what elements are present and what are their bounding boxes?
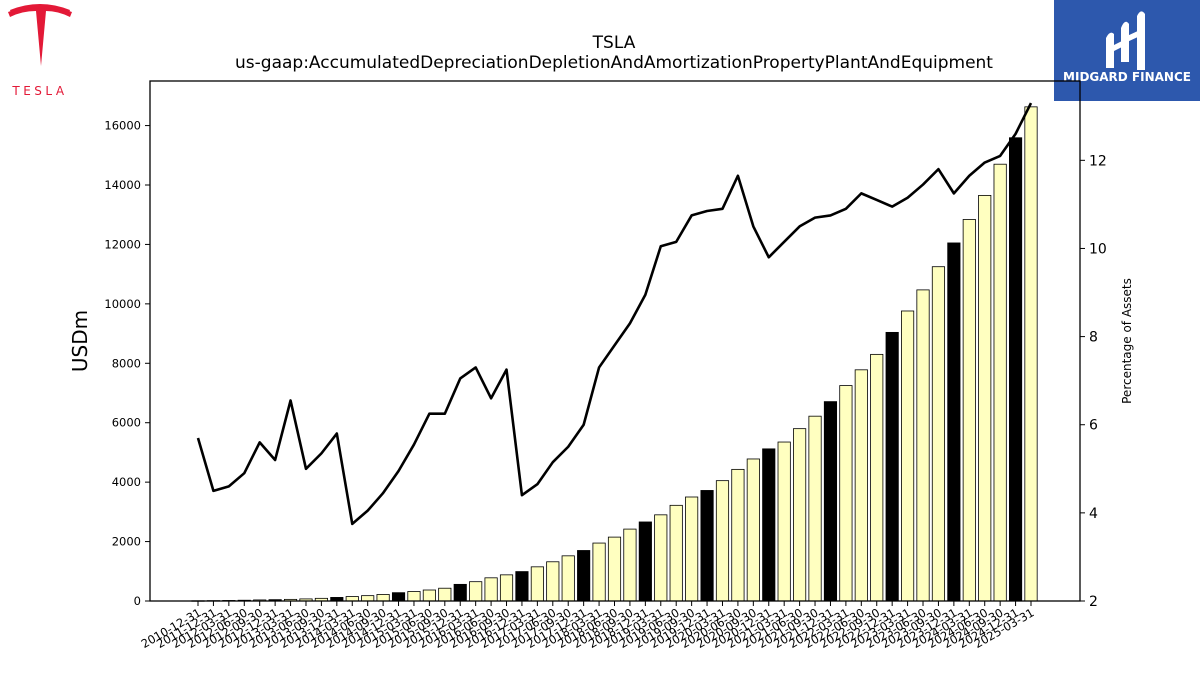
bar-2018-09-30 — [623, 528, 637, 602]
midgard-mark-icon — [1106, 11, 1145, 70]
y-tick-label: 14000 — [104, 178, 141, 192]
bar-2023-03-31 — [901, 310, 915, 602]
bar-2022-06-30 — [854, 369, 868, 602]
bar-2016-12-31 — [515, 571, 529, 602]
bar-2020-09-30 — [746, 458, 760, 602]
y-right-tick-label: 2 — [1089, 594, 1098, 610]
y-right-tick-label: 4 — [1089, 506, 1098, 522]
tesla-logo-text: TESLA — [11, 84, 67, 98]
bar-2024-06-30 — [978, 194, 992, 602]
bar-2019-06-30 — [669, 504, 683, 602]
bar-2020-12-31 — [762, 448, 776, 602]
y-right-tick-label: 8 — [1089, 330, 1098, 346]
y-tick-label: 2000 — [112, 535, 141, 549]
bar-2024-12-31 — [1009, 137, 1023, 602]
bar-2022-03-31 — [839, 385, 853, 602]
bar-2023-09-30 — [931, 266, 946, 602]
bar-2017-09-30 — [561, 555, 575, 602]
bar-2014-12-31 — [391, 592, 406, 602]
bar-2022-12-31 — [885, 331, 899, 602]
bar-2025-03-31 — [1024, 106, 1038, 602]
y-tick-label: 12000 — [104, 237, 141, 251]
y-right-tick-label: 6 — [1089, 418, 1098, 434]
bar-2017-12-31 — [577, 550, 591, 602]
bar-2023-12-31 — [947, 242, 961, 602]
bar-2021-12-31 — [823, 401, 838, 602]
tesla-t-mark-icon — [8, 6, 72, 66]
bar-2021-06-30 — [793, 428, 807, 602]
bar-2018-06-30 — [607, 536, 622, 602]
chart-subtitle: us-gaap:AccumulatedDepreciationDepletion… — [235, 53, 993, 73]
bar-2014-06-30 — [361, 595, 375, 602]
bar-2019-03-31 — [654, 514, 668, 602]
y-tick-label: 10000 — [104, 297, 141, 311]
bar-series — [191, 106, 1038, 602]
y-right-tick-label: 12 — [1089, 153, 1107, 169]
midgard-logo-text: MIDGARD FINANCE — [1063, 70, 1191, 84]
y-axis-label-right: Percentage of Assets — [1120, 278, 1134, 404]
midgard-finance-logo: MIDGARD FINANCE — [1054, 0, 1200, 101]
bar-2019-12-31 — [700, 490, 714, 602]
bar-2022-09-30 — [870, 353, 884, 602]
bar-2023-06-30 — [916, 289, 930, 602]
bar-2015-03-31 — [407, 591, 421, 602]
bar-2024-09-30 — [993, 163, 1007, 602]
line-series — [196, 102, 1033, 526]
bar-2014-03-31 — [345, 596, 359, 602]
tesla-logo: TESLA — [8, 4, 72, 98]
bar-2015-06-30 — [422, 589, 436, 602]
tesla-t-arch-icon — [10, 4, 70, 13]
bar-2017-03-31 — [530, 566, 544, 602]
right-axis-ticks: 2 4 6 8 10 12 — [1080, 153, 1107, 610]
bar-2024-03-31 — [962, 219, 976, 602]
y-tick-label: 0 — [134, 594, 141, 608]
bar-2020-03-31 — [715, 480, 730, 602]
bar-2016-03-31 — [469, 581, 483, 602]
bar-2017-06-30 — [546, 561, 560, 602]
bar-2015-09-30 — [438, 587, 452, 602]
bar-2016-09-30 — [499, 574, 514, 602]
bar-2015-12-31 — [453, 583, 467, 602]
percentage-of-assets-line — [196, 102, 1033, 526]
bar-2021-09-30 — [808, 415, 822, 602]
bar-2014-09-30 — [376, 594, 390, 602]
chart-title: TSLA — [592, 33, 636, 53]
bar-2018-12-31 — [638, 521, 652, 602]
bar-2020-06-30 — [731, 468, 745, 602]
bar-2021-03-31 — [777, 441, 791, 602]
bar-2018-03-31 — [592, 542, 606, 602]
bar-2016-06-30 — [484, 577, 498, 602]
y-tick-label: 8000 — [112, 356, 141, 370]
y-tick-label: 6000 — [112, 416, 141, 430]
y-axis-label: USDm — [68, 310, 92, 372]
x-axis-ticks: 2010-12-312011-12-312012-03-312012-06-30… — [139, 601, 1037, 651]
bar-2019-09-30 — [685, 496, 699, 602]
left-axis-ticks: 0 2000 4000 6000 8000 10000 12000 14000 16000 — [104, 119, 150, 608]
y-right-tick-label: 10 — [1089, 241, 1107, 257]
y-tick-label: 16000 — [104, 119, 141, 133]
y-tick-label: 4000 — [112, 475, 141, 489]
